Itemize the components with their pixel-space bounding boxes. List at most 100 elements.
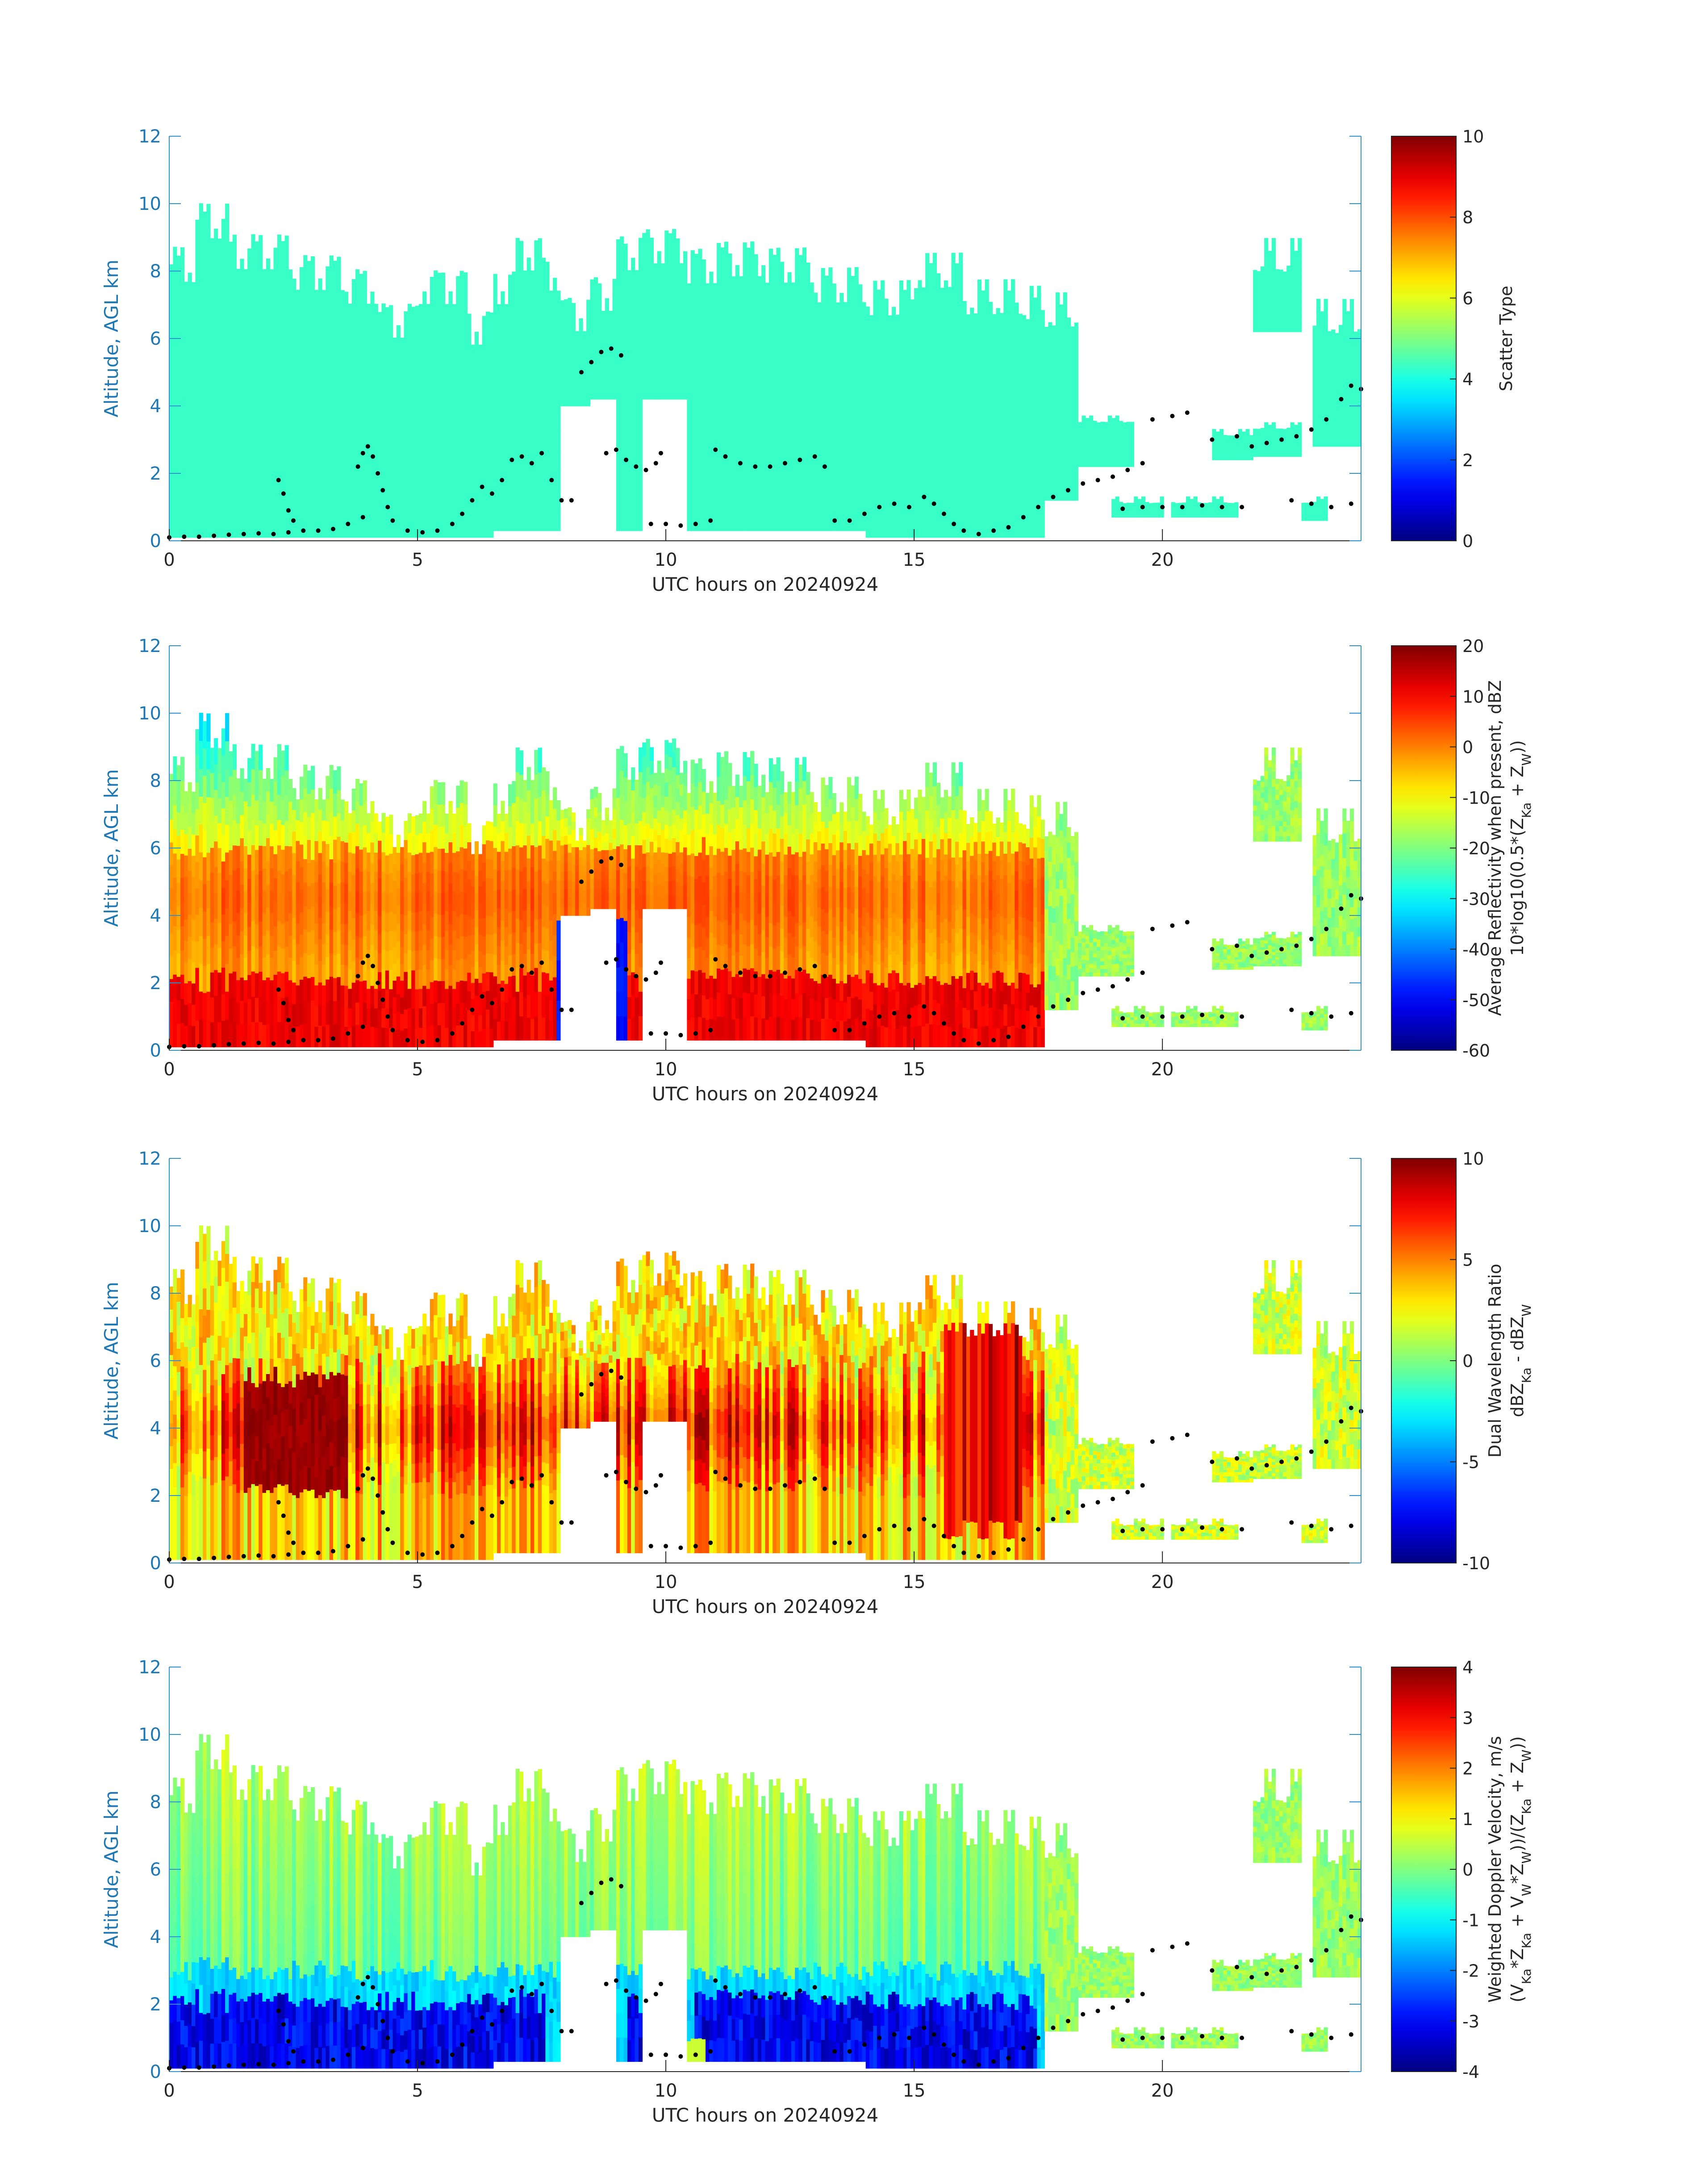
- heatmap-cell: [1182, 510, 1186, 512]
- heatmap-cell: [232, 360, 237, 387]
- heatmap-cell: [1130, 507, 1135, 510]
- heatmap-cell: [195, 431, 200, 459]
- heatmap-cell: [329, 373, 334, 397]
- heatmap-cell: [1268, 443, 1272, 447]
- heatmap-cell: [1290, 300, 1295, 309]
- heatmap-cell: [806, 330, 810, 352]
- heatmap-cell: [839, 431, 844, 452]
- heatmap-cell: [385, 422, 389, 442]
- heatmap-cell: [367, 518, 371, 538]
- heatmap-cell: [1182, 507, 1186, 509]
- heatmap-cell: [270, 403, 274, 426]
- heatmap-cell: [255, 291, 259, 316]
- heatmap-cell: [1063, 327, 1067, 345]
- heatmap-cell: [776, 295, 781, 319]
- heatmap-field: [169, 203, 1361, 538]
- heatmap-cell: [485, 481, 490, 500]
- heatmap-cell: [273, 877, 278, 903]
- heatmap-cell: [288, 470, 293, 493]
- heatmap-cell: [839, 332, 844, 353]
- heatmap-cell: [385, 403, 389, 423]
- heatmap-cell: [296, 799, 300, 820]
- heatmap-cell: [288, 1002, 293, 1025]
- heatmap-cell: [259, 820, 263, 846]
- heatmap-cell: [724, 290, 728, 314]
- heatmap-cell: [999, 444, 1004, 463]
- heatmap-cell: [426, 362, 430, 382]
- heatmap-cell: [203, 429, 207, 456]
- boundary-point: [1294, 434, 1299, 439]
- heatmap-cell: [284, 820, 289, 846]
- heatmap-cell: [322, 923, 326, 944]
- heatmap-cell: [240, 259, 244, 283]
- heatmap-cell: [892, 345, 896, 365]
- heatmap-cell: [895, 518, 900, 538]
- heatmap-cell: [1346, 401, 1350, 413]
- heatmap-cell: [948, 433, 952, 455]
- heatmap-cell: [1234, 512, 1239, 514]
- heatmap-cell: [1022, 352, 1027, 371]
- heatmap-cell: [299, 470, 304, 493]
- heatmap-cell: [970, 308, 974, 327]
- heatmap-cell: [817, 493, 822, 512]
- heatmap-cell: [1290, 238, 1295, 247]
- heatmap-cell: [1115, 462, 1119, 467]
- heatmap-cell: [694, 415, 699, 439]
- heatmap-cell: [728, 415, 732, 439]
- heatmap-cell: [192, 303, 196, 325]
- heatmap-cell: [266, 491, 270, 515]
- heatmap-cell: [259, 895, 263, 922]
- heatmap-cell: [367, 460, 371, 480]
- heatmap-cell: [1286, 444, 1291, 447]
- heatmap-cell: [225, 398, 230, 427]
- heatmap-cell: [430, 364, 434, 386]
- heatmap-cell: [955, 355, 960, 378]
- heatmap-cell: [474, 383, 479, 401]
- heatmap-cell: [1294, 305, 1299, 312]
- heatmap-cell: [687, 324, 691, 346]
- heatmap-cell: [229, 389, 233, 415]
- heatmap-cell: [806, 262, 810, 285]
- heatmap-cell: [411, 345, 416, 365]
- heatmap-cell: [221, 325, 226, 352]
- heatmap-cell: [437, 317, 442, 339]
- heatmap-cell: [910, 518, 915, 538]
- heatmap-cell: [277, 895, 282, 921]
- heatmap-cell: [660, 331, 665, 343]
- heatmap-cell: [273, 974, 278, 999]
- heatmap-cell: [229, 242, 233, 267]
- heatmap-cell: [407, 381, 412, 402]
- heatmap-cell: [192, 409, 196, 432]
- heatmap-cell: [1171, 503, 1175, 505]
- heatmap-cell: [534, 313, 539, 338]
- heatmap-cell: [359, 339, 363, 362]
- heatmap-cell: [921, 371, 926, 392]
- heatmap-cell: [259, 971, 263, 997]
- heatmap-cell: [519, 458, 524, 483]
- heatmap-cell: [601, 325, 606, 334]
- heatmap-cell: [180, 1023, 185, 1048]
- heatmap-cell: [277, 411, 282, 437]
- heatmap-cell: [906, 430, 911, 452]
- heatmap-cell: [1245, 457, 1250, 460]
- heatmap-cell: [485, 500, 490, 519]
- heatmap-cell: [784, 468, 788, 490]
- heatmap-cell: [195, 352, 200, 379]
- heatmap-cell: [1059, 484, 1064, 501]
- heatmap-cell: [921, 329, 926, 351]
- heatmap-cell: [515, 311, 520, 336]
- heatmap-cell: [895, 407, 900, 426]
- heatmap-cell: [1082, 458, 1086, 463]
- heatmap-cell: [1148, 510, 1153, 512]
- heatmap-cell: [720, 436, 725, 460]
- heatmap-cell: [333, 353, 338, 376]
- heatmap-cell: [1324, 502, 1328, 505]
- heatmap-cell: [1245, 431, 1250, 435]
- heatmap-cell: [1357, 358, 1361, 369]
- heatmap-cell: [884, 497, 889, 518]
- heatmap-cell: [1298, 422, 1302, 426]
- heatmap-cell: [627, 465, 632, 488]
- heatmap-cell: [1342, 434, 1347, 447]
- heatmap-cell: [1275, 311, 1280, 317]
- heatmap-cell: [459, 382, 464, 405]
